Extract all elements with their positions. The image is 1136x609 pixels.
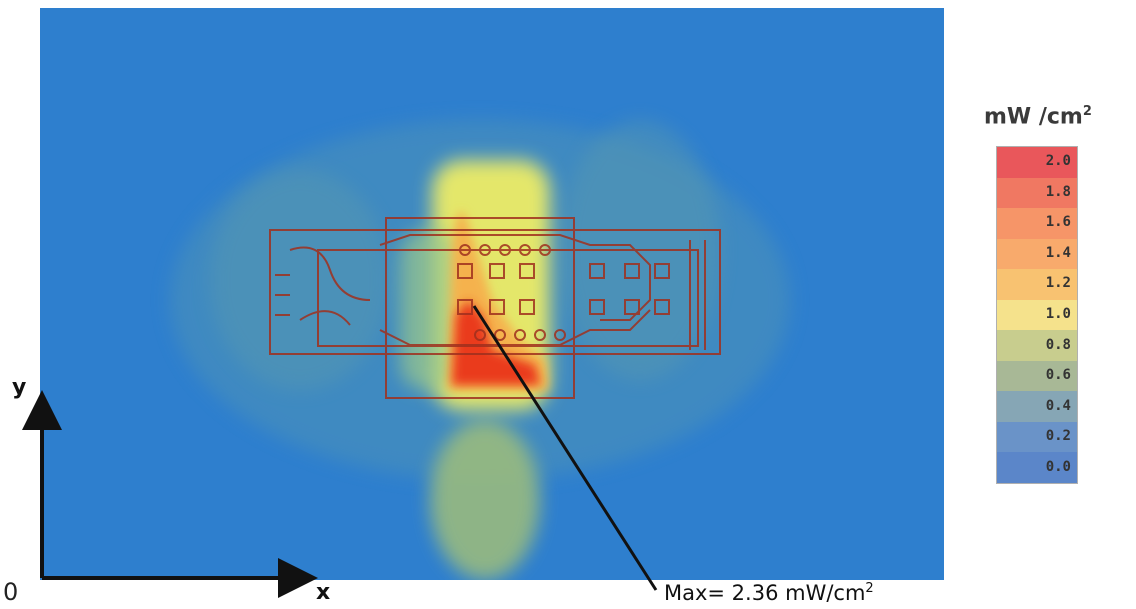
max-leader-line — [472, 305, 658, 591]
pcb-overlay — [269, 217, 721, 399]
colorbar-tick-label: 0.4 — [1045, 397, 1071, 414]
colorbar-cell: 1.6 — [997, 208, 1077, 239]
colorbar-tick-label: 1.8 — [1045, 183, 1071, 200]
max-annotation: Max= 2.36 mW/cm2 — [664, 581, 874, 605]
colorbar-tick-label: 0.2 — [1045, 428, 1071, 445]
y-axis-label: y — [12, 375, 27, 400]
colorbar-cell: 1.2 — [997, 269, 1077, 300]
colorbar-tick-label: 1.6 — [1045, 214, 1071, 231]
colorbar-tick-label: 0.8 — [1045, 336, 1071, 353]
colorbar-cell: 1.4 — [997, 238, 1077, 270]
heat-green-left — [400, 230, 460, 390]
x-axis-label: x — [316, 580, 331, 605]
colorbar: 2.0 1.8 1.6 1.4 1.2 1.0 0.8 0.6 0.4 0.2 0.0 — [996, 146, 1078, 484]
origin-label: 0 — [3, 578, 19, 606]
max-annotation-text: Max= 2.36 mW/cm — [664, 581, 866, 605]
colorbar-tick-label: 1.2 — [1045, 275, 1071, 292]
colorbar-tick-label: 1.4 — [1045, 244, 1071, 261]
max-annotation-exponent: 2 — [865, 581, 874, 596]
colorbar-cell: 0.8 — [997, 330, 1077, 361]
colorbar-cell: 0.2 — [997, 421, 1077, 453]
heat-lower-blob — [430, 420, 540, 580]
colorbar-cell: 0.4 — [997, 391, 1077, 422]
colorbar-tick-label: 2.0 — [1045, 153, 1071, 170]
colorbar-cell: 1.0 — [997, 299, 1077, 331]
colorbar-cell: 2.0 — [997, 147, 1077, 178]
colorbar-unit-label: mW /cm2 — [984, 104, 1092, 129]
colorbar-tick-label: 0.6 — [1045, 367, 1071, 384]
colorbar-tick-label: 1.0 — [1045, 305, 1071, 322]
colorbar-tick-label: 0.0 — [1045, 458, 1071, 475]
heat-halo-left — [210, 170, 390, 390]
colorbar-unit-exponent: 2 — [1082, 104, 1092, 119]
colorbar-cell: 0.0 — [997, 452, 1077, 483]
colorbar-cell: 1.8 — [997, 177, 1077, 209]
colorbar-unit-text: mW /cm — [984, 104, 1083, 130]
heat-red-zone — [452, 300, 540, 385]
colorbar-cell: 0.6 — [997, 360, 1077, 392]
